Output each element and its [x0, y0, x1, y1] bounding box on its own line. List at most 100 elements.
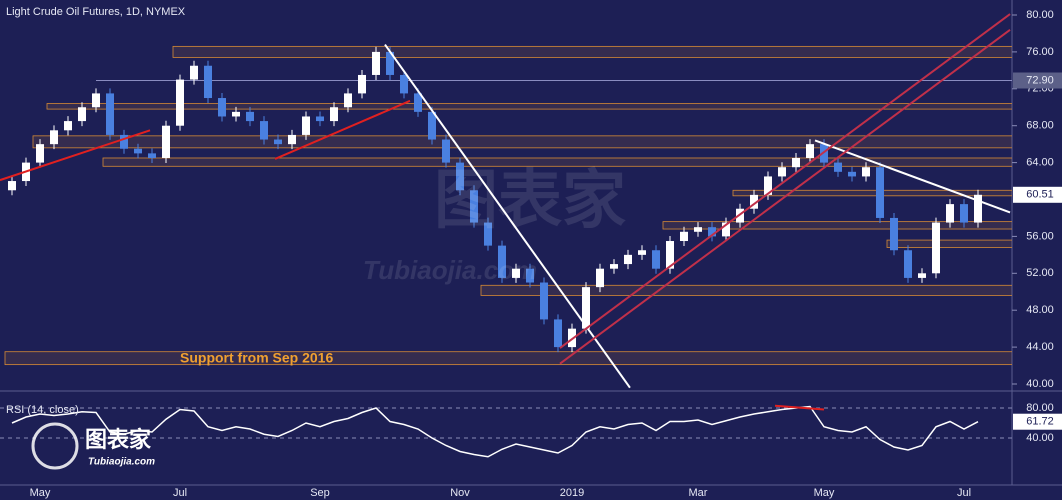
x-tick-label: 2019 [560, 487, 584, 499]
trendline [384, 43, 631, 389]
watermark: Tubiaojia.com [363, 255, 537, 285]
candle [582, 287, 590, 329]
x-tick-label: Nov [450, 487, 470, 499]
candle [946, 204, 954, 223]
candle [806, 144, 814, 158]
candle [316, 116, 324, 122]
trendline [559, 28, 1011, 365]
candle [960, 204, 968, 223]
candle [330, 107, 338, 122]
annotation: Support from Sep 2016 [180, 350, 333, 366]
y-tick-label: 56.00 [1026, 230, 1054, 242]
rsi-label: 61.72 [1026, 416, 1054, 428]
candle [820, 144, 828, 163]
candle [134, 148, 142, 154]
candle [372, 51, 380, 75]
candle [750, 194, 758, 209]
candle [232, 111, 240, 117]
candle [302, 116, 310, 135]
candle [708, 227, 716, 237]
candle [176, 79, 184, 126]
y-tick-label: 44.00 [1026, 341, 1054, 353]
support-zone [886, 239, 1012, 248]
candle [92, 93, 100, 108]
candle [638, 250, 646, 255]
candle [260, 121, 268, 140]
candle [78, 107, 86, 122]
candle [120, 134, 128, 149]
candle [64, 121, 72, 131]
y-tick-label: 40.00 [1026, 378, 1054, 390]
support-zone [32, 135, 1012, 149]
candle [540, 282, 548, 320]
candle [246, 111, 254, 122]
candle [904, 250, 912, 278]
candle [862, 167, 870, 177]
support-zone [102, 157, 1012, 167]
candle [386, 51, 394, 75]
price-label: 60.51 [1026, 189, 1054, 201]
y-tick-label: 48.00 [1026, 304, 1054, 316]
support-zone [732, 189, 1012, 197]
x-tick-label: May [814, 487, 835, 499]
watermark: 图表家 [434, 164, 626, 236]
candle [36, 144, 44, 163]
candle [470, 190, 478, 223]
candle [624, 254, 632, 265]
candle [358, 74, 366, 94]
candle [848, 171, 856, 177]
support-zone [4, 351, 1012, 366]
candle [918, 273, 926, 278]
candle [190, 65, 198, 80]
price-box [1013, 186, 1062, 203]
logo-url: Tubiaojia.com [88, 457, 155, 468]
candle [610, 264, 618, 269]
candle [274, 139, 282, 145]
candle [778, 167, 786, 177]
candle [204, 65, 212, 99]
chart-title: Light Crude Oil Futures, 1D, NYMEX [6, 6, 186, 18]
candle [666, 241, 674, 269]
y-tick-label: 40.00 [1026, 432, 1054, 444]
candle [694, 227, 702, 232]
candle [456, 162, 464, 191]
logo [31, 422, 79, 470]
x-tick-label: Jul [957, 487, 971, 499]
candle [974, 194, 982, 223]
x-tick-label: May [30, 487, 51, 499]
candle [890, 217, 898, 251]
y-tick-label: 64.00 [1026, 157, 1054, 169]
support-zone [46, 103, 1012, 110]
price-label: 72.90 [1026, 74, 1054, 86]
candle [596, 268, 604, 288]
rsi-box [1013, 413, 1062, 430]
candle [106, 93, 114, 135]
candle [652, 250, 660, 269]
candle [442, 139, 450, 163]
candle [8, 181, 16, 191]
candle [344, 93, 352, 108]
candle [876, 167, 884, 218]
candle [932, 222, 940, 274]
support-zone [662, 221, 1012, 230]
trendline [559, 13, 1011, 349]
candle [428, 111, 436, 140]
x-tick-label: Jul [173, 487, 187, 499]
candle [526, 268, 534, 283]
trendline [274, 99, 411, 160]
x-tick-label: Mar [689, 487, 708, 499]
y-tick-label: 76.00 [1026, 46, 1054, 58]
candle [162, 125, 170, 158]
x-tick-label: Sep [310, 487, 330, 499]
price-box [1013, 72, 1062, 89]
divergence-line [774, 404, 825, 411]
candle [414, 93, 422, 112]
logo-text: 图表家 [85, 427, 152, 452]
y-tick-label: 80.00 [1026, 9, 1054, 21]
rsi-title: RSI (14, close) [6, 404, 79, 416]
candle [50, 130, 58, 145]
rsi-line [11, 405, 979, 458]
y-tick-label: 52.00 [1026, 267, 1054, 279]
y-tick-label: 80.00 [1026, 402, 1054, 414]
